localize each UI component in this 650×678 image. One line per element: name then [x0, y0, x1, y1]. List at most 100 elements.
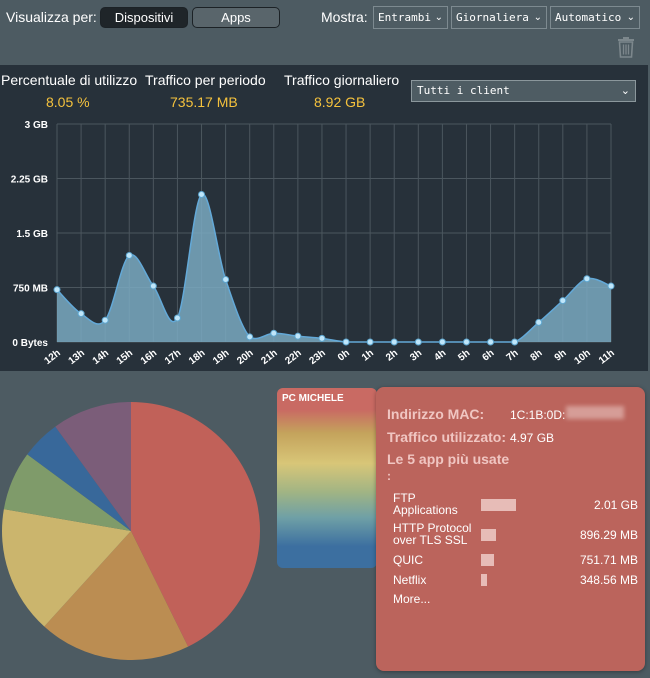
y-tick-label: 3 GB — [25, 120, 48, 131]
app-name: FTP Applications — [393, 491, 458, 517]
data-point[interactable] — [246, 333, 254, 341]
app-usage-value: 896.29 MB — [579, 528, 638, 542]
view-by-label: Visualizza per: — [6, 9, 97, 25]
x-tick-label: 12h — [42, 348, 62, 367]
x-tick-label: 2h — [384, 348, 400, 364]
toolbar: Visualizza per: Dispositivi Apps Mostra:… — [0, 0, 650, 34]
x-tick-label: 23h — [307, 348, 327, 367]
traffic-panel: Percentuale di utilizzo 8.05 % Traffico … — [0, 65, 648, 371]
data-point[interactable] — [535, 318, 543, 326]
refresh-select[interactable]: Automatico ⌄ — [550, 6, 640, 29]
x-tick-label: 1h — [360, 348, 376, 364]
data-point[interactable] — [414, 338, 422, 346]
data-point[interactable] — [77, 310, 85, 318]
x-tick-label: 8h — [529, 348, 545, 364]
daily-traffic-value: 8.92 GB — [314, 94, 366, 110]
x-tick-label: 18h — [187, 348, 207, 367]
x-tick-label: 3h — [408, 348, 424, 364]
data-point[interactable] — [511, 338, 519, 346]
period-select[interactable]: Giornaliera ⌄ — [451, 6, 547, 29]
data-point[interactable] — [487, 338, 495, 346]
app-name: Netflix — [393, 573, 427, 587]
pie-slice[interactable] — [55, 402, 131, 531]
top-apps-label: Le 5 app più usate — [387, 451, 510, 467]
x-tick-label: 11h — [597, 348, 617, 367]
y-tick-label: 2.25 GB — [11, 175, 48, 186]
mac-value: 1C:1B:0D: — [510, 408, 566, 422]
data-point[interactable] — [559, 297, 567, 305]
data-point[interactable] — [198, 190, 206, 198]
x-tick-label: 9h — [553, 348, 569, 364]
app-usage-value: 2.01 GB — [593, 498, 638, 512]
usage-value: 8.05 % — [46, 94, 90, 110]
tab-devices[interactable]: Dispositivi — [100, 7, 188, 28]
x-tick-label: 16h — [139, 348, 159, 367]
direction-select-value: Entrambi — [378, 11, 431, 24]
pie-slice[interactable] — [3, 454, 131, 531]
chevron-down-icon: ⌄ — [533, 12, 542, 23]
traffic-value: 4.97 GB — [510, 431, 555, 445]
x-tick-label: 22h — [283, 348, 303, 367]
data-point[interactable] — [173, 314, 181, 322]
x-tick-label: 7h — [505, 348, 521, 364]
x-tick-label: 19h — [211, 348, 231, 367]
app-name: QUIC — [393, 553, 423, 567]
data-point[interactable] — [53, 286, 61, 294]
more-link[interactable]: More... — [393, 592, 431, 606]
tab-apps[interactable]: Apps — [192, 7, 280, 28]
data-point[interactable] — [270, 329, 278, 337]
show-label: Mostra: — [321, 9, 368, 25]
mac-redacted — [566, 406, 624, 419]
client-select-value: Tutti i client — [417, 84, 510, 97]
data-point[interactable] — [390, 338, 398, 346]
app-usage-bar — [481, 499, 516, 511]
app-usage-bar — [481, 554, 494, 566]
data-point[interactable] — [318, 334, 326, 342]
x-tick-label: 10h — [572, 348, 592, 367]
data-point[interactable] — [607, 282, 615, 290]
daily-traffic-title: Traffico giornaliero — [284, 72, 400, 88]
data-point[interactable] — [342, 338, 350, 346]
app-name: HTTP Protocol over TLS SSL — [393, 521, 472, 547]
data-point[interactable] — [149, 282, 157, 290]
pie-slice[interactable] — [44, 531, 189, 660]
chevron-down-icon: ⌄ — [626, 12, 635, 23]
pie-slice[interactable] — [27, 426, 131, 531]
data-point[interactable] — [101, 316, 109, 324]
y-tick-label: 0 Bytes — [12, 338, 48, 349]
y-tick-label: 1.5 GB — [16, 229, 48, 240]
x-tick-label: 20h — [235, 348, 255, 367]
trash-icon[interactable] — [616, 36, 636, 58]
client-select[interactable]: Tutti i client ⌄ — [411, 80, 636, 102]
x-tick-label: 6h — [480, 348, 496, 364]
x-tick-label: 15h — [115, 348, 135, 367]
direction-select[interactable]: Entrambi ⌄ — [373, 6, 448, 29]
x-tick-label: 17h — [163, 348, 183, 367]
x-tick-label: 0h — [336, 348, 352, 364]
app-usage-bar — [481, 574, 487, 586]
pie-slice[interactable] — [131, 402, 261, 647]
period-traffic-value: 735.17 MB — [170, 94, 238, 110]
pie-slice[interactable] — [2, 509, 132, 627]
data-point[interactable] — [222, 276, 230, 284]
top-apps-colon: : — [387, 469, 391, 483]
data-point[interactable] — [438, 338, 446, 346]
data-point[interactable] — [462, 338, 470, 346]
data-point[interactable] — [125, 252, 133, 260]
period-select-value: Giornaliera — [456, 11, 529, 24]
data-point[interactable] — [294, 332, 302, 340]
client-name: PC MICHELE — [282, 393, 344, 404]
data-point[interactable] — [366, 338, 374, 346]
app-usage-value: 348.56 MB — [579, 573, 638, 587]
client-card[interactable]: PC MICHELE — [277, 388, 377, 568]
chevron-down-icon: ⌄ — [620, 84, 630, 97]
data-point[interactable] — [583, 275, 591, 283]
refresh-select-value: Automatico — [555, 11, 622, 24]
period-traffic-title: Traffico per periodo — [145, 72, 266, 88]
chevron-down-icon: ⌄ — [434, 12, 443, 23]
mac-label: Indirizzo MAC: — [387, 406, 485, 422]
traffic-pie-chart — [2, 402, 261, 660]
app-usage-bar — [481, 529, 496, 541]
usage-title: Percentuale di utilizzo — [1, 72, 138, 88]
